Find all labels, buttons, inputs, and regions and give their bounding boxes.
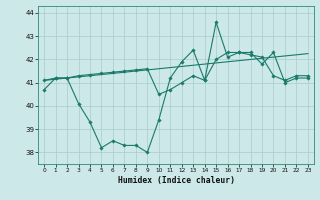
- X-axis label: Humidex (Indice chaleur): Humidex (Indice chaleur): [117, 176, 235, 185]
